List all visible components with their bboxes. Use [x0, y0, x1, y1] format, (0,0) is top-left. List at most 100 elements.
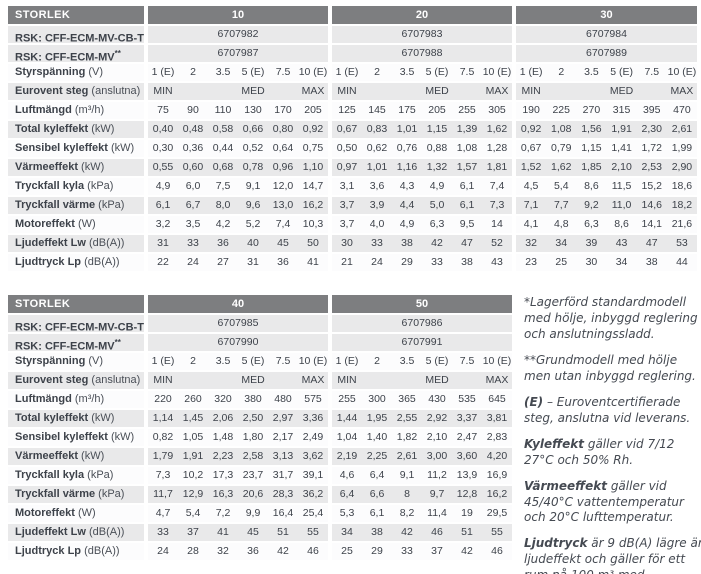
value-cell: MED	[609, 85, 634, 97]
value-cell: 3,1	[339, 180, 355, 192]
row-label-bold: Eurovent steg	[15, 374, 89, 386]
row-label: Total kyleffekt (kW)	[8, 410, 144, 427]
value-block: 5,3 6,1 8,2 11,4 19 29,5	[332, 505, 512, 522]
row-label-unit: (dB(A))	[81, 256, 120, 268]
value-cell: 44	[676, 256, 688, 268]
value-block: MIN MED MAX	[516, 83, 697, 100]
value-cell: 46	[307, 545, 319, 557]
row-label-bold: RSK: CFF-ECM-MV	[15, 51, 115, 62]
rsk-number: 6707989	[516, 45, 697, 62]
value-block: 2,19 2,25 2,61 3,00 3,60 4,20	[332, 448, 512, 465]
value-cell: 29	[401, 256, 413, 268]
value-cell: 0,62	[366, 142, 388, 154]
value-block: 190 225 270 315 395 470	[516, 102, 697, 119]
value-cell: 33	[431, 256, 443, 268]
row-label: Luftmängd (m³/h)	[8, 391, 144, 408]
value-cell: 3,5	[185, 218, 201, 230]
value-cell: 1,41	[611, 142, 632, 154]
value-cell: 205	[428, 104, 446, 116]
rsk-number: 6707986	[332, 315, 512, 332]
row-label: Motoreffekt (W)	[8, 216, 144, 233]
value-cell: 18,2	[671, 199, 693, 211]
value-cell: 90	[187, 104, 199, 116]
value-cell: 380	[244, 393, 262, 405]
value-cell: 0,40	[152, 123, 174, 135]
value-cell: 1,28	[486, 142, 508, 154]
footnote-lead: Ljudtryck	[524, 536, 588, 551]
value-cell: 6,4	[339, 488, 355, 500]
value-cell: 1,80	[242, 431, 264, 443]
value-cell: 55	[307, 526, 319, 538]
value-cell: 34	[555, 237, 568, 249]
row-label-bold: Luftmängd	[15, 104, 72, 116]
value-cell: 5 (E)	[241, 66, 265, 78]
value-cell: 480	[274, 393, 292, 405]
rsk-number: 6707988	[332, 45, 512, 62]
value-cell: 3.5	[399, 355, 415, 367]
row-label: RSK: CFF-ECM-MV-CB-T*	[8, 26, 144, 43]
value-cell: 4,0	[369, 218, 385, 230]
footnotes: *Lagerförd standardmodell med hölje, inb…	[524, 295, 701, 574]
value-cell: 0,82	[152, 431, 174, 443]
value-cell: 10,3	[302, 218, 324, 230]
value-cell: 1,01	[366, 161, 388, 173]
row-label-bold: Total kyleffekt	[15, 412, 89, 424]
value-block: 1 (E) 2 3.5 5 (E) 7.5 10 (E)	[332, 64, 512, 81]
value-cell: 29,5	[486, 507, 508, 519]
value-block: 31 33 36 40 45 50	[148, 235, 328, 252]
value-cell: 0,44	[212, 142, 234, 154]
value-cell: 6,1	[459, 199, 475, 211]
value-cell: 21,6	[671, 218, 693, 230]
value-cell	[392, 372, 422, 389]
value-cell: 31	[247, 256, 259, 268]
value-cell: 51	[461, 526, 473, 538]
value-cell: 7.5	[459, 355, 475, 367]
value-cell: 11,7	[153, 488, 173, 500]
value-cell: 9,7	[429, 488, 445, 500]
value-cell: 535	[458, 393, 476, 405]
value-cell	[546, 83, 576, 100]
row-label-unit: (W)	[74, 507, 96, 519]
value-cell: 10 (E)	[482, 66, 512, 78]
footnote: Värmeeffekt gäller vid 45/40°C vattentem…	[524, 478, 684, 525]
value-cell: 1,85	[581, 161, 602, 173]
footnote: (E) – Euroventcertifierade steg, anslutn…	[524, 394, 691, 425]
value-cell: 24	[187, 256, 199, 268]
value-cell: 1,05	[182, 431, 204, 443]
value-cell: MED	[241, 85, 265, 97]
value-cell: 37	[431, 545, 443, 557]
row-label-bold: Sensibel kyleffekt	[15, 431, 108, 443]
value-block: 0,92 1,08 1,56 1,91 2,30 2,61	[516, 121, 697, 138]
value-cell: 300	[368, 393, 386, 405]
value-block: 30 33 38 42 47 52	[332, 235, 512, 252]
row-label-bold: Motoreffekt	[15, 507, 75, 519]
row-label-unit: (kPa)	[84, 180, 114, 192]
value-cell: 38	[461, 256, 473, 268]
table-corner-label: STORLEK	[8, 6, 144, 24]
row-label-bold: Ljudtryck Lp	[15, 256, 82, 268]
value-cell: 365	[398, 393, 416, 405]
value-cell: 3,62	[302, 450, 324, 462]
value-cell: 7,4	[489, 180, 505, 192]
value-cell: 2,92	[426, 412, 448, 424]
footnote-marker: **	[114, 338, 121, 347]
value-cell: 1,95	[366, 412, 388, 424]
row-label-unit: (anslutna)	[88, 374, 141, 386]
row-label-bold: Tryckfall kyla	[15, 180, 85, 192]
value-cell: 36	[217, 237, 229, 249]
value-cell: 38	[371, 526, 383, 538]
value-cell: 6,1	[459, 180, 475, 192]
value-cell: 4,5	[523, 180, 539, 192]
value-cell: 1,72	[641, 142, 662, 154]
value-cell: 110	[214, 104, 232, 116]
value-cell: 8,0	[215, 199, 231, 211]
size-header: 40	[148, 295, 328, 313]
value-cell: 16,9	[486, 469, 508, 481]
value-cell: 0,83	[366, 123, 388, 135]
value-block: 25 29 33 37 42 46	[332, 543, 512, 560]
value-cell: 4,6	[339, 469, 355, 481]
value-cell: 0,48	[182, 123, 204, 135]
value-cell: 2,23	[212, 450, 234, 462]
value-cell	[362, 372, 392, 389]
row-label: Eurovent steg (anslutna)	[8, 372, 144, 389]
